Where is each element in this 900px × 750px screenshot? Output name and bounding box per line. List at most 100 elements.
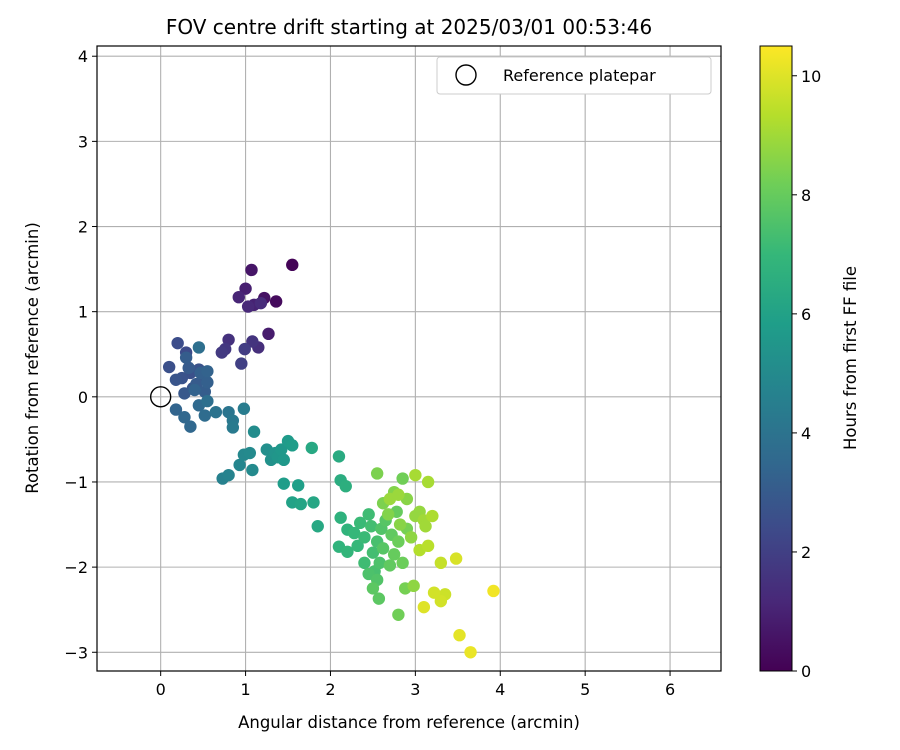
colorbar-tick-label: 4 — [801, 424, 811, 443]
data-point — [362, 508, 375, 521]
data-point — [192, 341, 206, 354]
data-point — [243, 446, 257, 460]
data-point — [348, 526, 361, 540]
data-point — [396, 472, 409, 485]
data-point — [246, 335, 259, 348]
y-axis-label: Rotation from reference (arcmin) — [23, 222, 42, 494]
legend: Reference platepar — [436, 56, 712, 95]
data-point — [277, 453, 290, 467]
data-point — [292, 479, 305, 492]
plot-frame — [96, 45, 722, 672]
x-tick-label: 6 — [665, 680, 675, 699]
y-tick-label: −1 — [64, 473, 88, 492]
data-point — [409, 468, 422, 482]
data-point — [421, 475, 435, 489]
data-point — [247, 425, 261, 438]
data-point — [188, 383, 201, 397]
data-point — [245, 263, 258, 277]
data-point — [237, 402, 251, 415]
colorbar — [759, 45, 793, 672]
data-point — [215, 346, 228, 359]
legend-marker — [455, 64, 477, 86]
data-point — [419, 520, 432, 533]
data-point — [169, 373, 183, 386]
data-point — [162, 360, 176, 374]
data-point — [334, 511, 347, 524]
data-point — [358, 531, 371, 544]
data-point — [339, 480, 352, 493]
data-point — [383, 559, 397, 572]
x-tick-label: 1 — [240, 680, 250, 699]
y-tick-label: 2 — [78, 218, 88, 237]
y-tick-label: −3 — [64, 643, 88, 662]
data-point — [427, 586, 441, 599]
data-point — [246, 463, 259, 477]
reference-platepar-marker — [149, 386, 172, 408]
data-point — [353, 516, 367, 530]
data-point — [464, 646, 477, 659]
data-point — [351, 539, 364, 553]
data-point — [277, 477, 290, 490]
y-tick-label: −2 — [64, 558, 88, 577]
x-tick-label: 0 — [156, 680, 166, 699]
data-point — [307, 496, 320, 509]
data-point — [382, 508, 395, 521]
y-tick-label: 4 — [78, 47, 88, 66]
data-point — [171, 336, 184, 350]
data-point — [365, 520, 378, 533]
colorbar-tick-label: 0 — [801, 662, 811, 681]
colorbar-tick-label: 8 — [801, 186, 811, 205]
data-point — [487, 584, 500, 598]
data-point — [434, 556, 448, 570]
data-point — [235, 357, 248, 370]
data-point — [222, 468, 235, 482]
data-point — [209, 405, 223, 419]
colorbar-tick-label: 10 — [801, 67, 821, 86]
y-tick-label: 1 — [78, 303, 88, 322]
data-point — [404, 531, 418, 544]
data-point — [178, 411, 191, 424]
legend-box — [436, 56, 712, 95]
colorbar-label: Hours from first FF file — [841, 266, 860, 450]
data-point — [376, 542, 390, 555]
data-point — [311, 520, 324, 533]
x-axis-label: Angular distance from reference (arcmin) — [238, 713, 580, 732]
data-point — [198, 409, 212, 422]
data-point — [275, 443, 288, 456]
data-point — [449, 552, 463, 565]
data-point — [201, 376, 214, 389]
data-point — [392, 608, 405, 622]
data-point — [370, 467, 384, 480]
data-point — [294, 497, 307, 511]
data-point — [421, 539, 435, 553]
data-point — [407, 579, 420, 593]
data-point — [286, 258, 299, 272]
data-point — [392, 488, 405, 501]
data-point — [305, 441, 318, 455]
data-point — [201, 365, 214, 378]
x-tick-label: 5 — [580, 680, 590, 699]
data-point — [226, 421, 240, 434]
x-tick-label: 3 — [410, 680, 420, 699]
data-point — [169, 403, 183, 416]
data-point — [178, 387, 191, 400]
data-point — [184, 420, 197, 433]
data-point — [372, 592, 386, 605]
data-point — [417, 600, 431, 614]
data-point — [426, 509, 439, 523]
data-points — [162, 258, 500, 659]
x-tick-label: 2 — [325, 680, 335, 699]
data-point — [182, 361, 195, 375]
colorbar-tick-label: 2 — [801, 543, 811, 562]
data-point — [396, 556, 409, 570]
data-point — [358, 556, 371, 570]
data-point — [453, 629, 466, 642]
data-point — [393, 518, 407, 531]
data-point — [241, 300, 255, 313]
colorbar-ticks: 0 2 4 6 8 10 — [792, 67, 821, 681]
data-point — [392, 535, 405, 548]
data-point — [239, 282, 252, 295]
data-point — [434, 594, 448, 608]
